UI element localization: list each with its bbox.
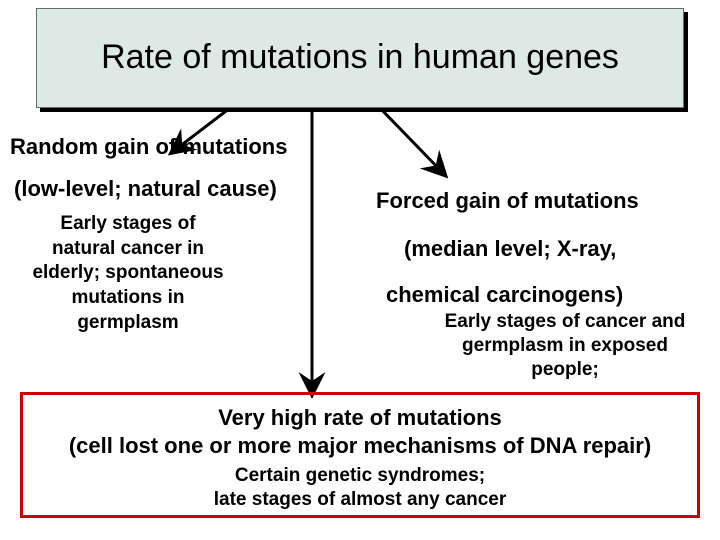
random-subheading: (low-level; natural cause) [14,176,277,202]
forced-sub1: (median level; X-ray, [404,236,616,262]
arrow-to-forced [380,108,442,172]
bottom-sub: Certain genetic syndromes;late stages of… [0,464,720,512]
random-heading: Random gain of mutations [10,134,287,160]
bottom-heading: Very high rate of mutations(cell lost on… [0,404,720,459]
title-box: Rate of mutations in human genes [36,8,684,108]
forced-sub2: chemical carcinogens) [386,282,623,308]
random-body: Early stages of natural cancer in elderl… [28,212,228,335]
forced-heading: Forced gain of mutations [376,188,639,214]
page-title: Rate of mutations in human genes [101,38,619,77]
forced-body: Early stages of cancer and germplasm in … [440,310,690,381]
